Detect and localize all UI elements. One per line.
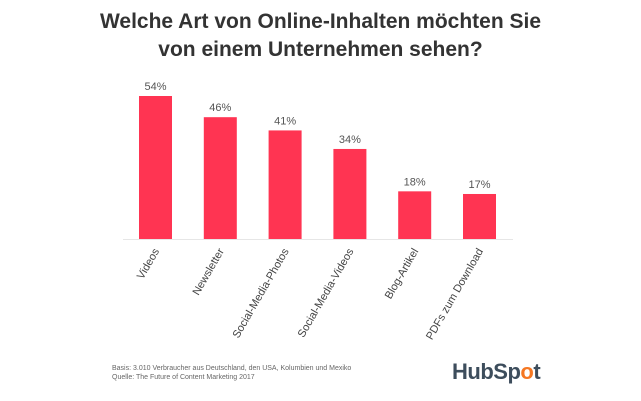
chart-title-line-2: von einem Unternehmen sehen? (158, 38, 483, 61)
category-label-1: Newsletter (191, 246, 228, 297)
hubspot-logo: HubSpot (452, 359, 541, 384)
bar-4 (398, 191, 432, 239)
bar-5 (463, 193, 496, 239)
data-label-0: 54% (144, 81, 166, 93)
data-label-4: 18% (404, 176, 426, 188)
bar-1 (203, 117, 237, 239)
category-label-4: Blog-Artikel (383, 247, 422, 302)
category-label-0: Videos (135, 246, 162, 281)
bar-0 (139, 96, 172, 239)
footnote-source: Quelle: The Future of Content Marketing … (112, 374, 255, 381)
category-label-3: Social-Media-Videos (296, 246, 357, 340)
bar-3 (333, 148, 367, 239)
data-label-1: 46% (209, 102, 231, 114)
data-label-2: 41% (274, 115, 296, 127)
bar-2 (268, 130, 302, 239)
footnote-basis: Basis: 3.010 Verbraucher aus Deutschland… (112, 365, 352, 372)
category-label-2: Social-Media-Photos (231, 246, 292, 340)
chart-title-line-1: Welche Art von Online-Inhalten möchten S… (99, 10, 542, 33)
data-label-3: 34% (339, 134, 361, 146)
category-label-5: PDFs zum Download (424, 247, 486, 342)
data-label-5: 17% (468, 179, 490, 191)
